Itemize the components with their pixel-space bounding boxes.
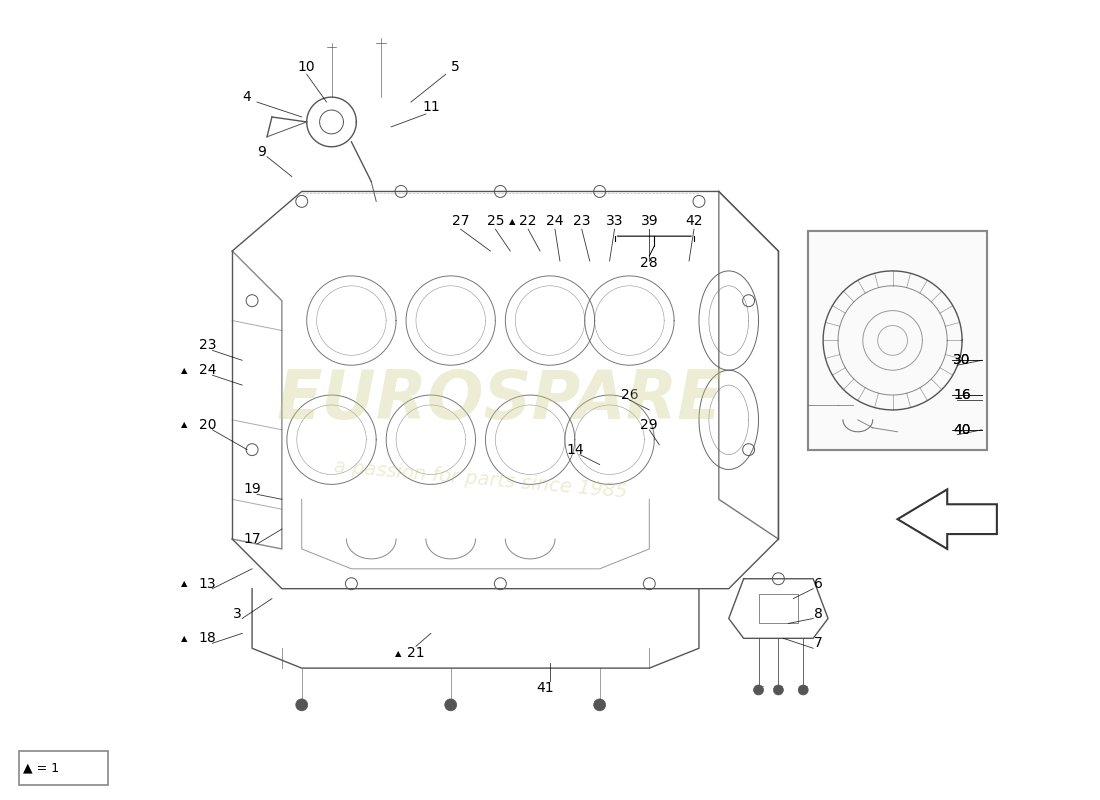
Text: ▲: ▲ xyxy=(508,217,515,226)
Text: 26: 26 xyxy=(620,388,638,402)
Circle shape xyxy=(444,699,456,711)
Text: 30: 30 xyxy=(954,354,971,367)
Polygon shape xyxy=(898,490,997,549)
Text: 24: 24 xyxy=(547,214,563,228)
Circle shape xyxy=(773,685,783,695)
Text: 29: 29 xyxy=(640,418,658,432)
Text: ▲: ▲ xyxy=(182,420,187,430)
Text: ▲: ▲ xyxy=(395,649,402,658)
Text: 10: 10 xyxy=(298,60,316,74)
Text: 17: 17 xyxy=(243,532,261,546)
Text: a passion for parts since 1985: a passion for parts since 1985 xyxy=(333,457,628,502)
Circle shape xyxy=(594,699,606,711)
Text: 11: 11 xyxy=(422,100,440,114)
Text: 24: 24 xyxy=(199,363,216,378)
Bar xyxy=(808,231,987,450)
Text: 6: 6 xyxy=(814,577,823,590)
Bar xyxy=(808,231,987,450)
Text: 30: 30 xyxy=(954,354,971,367)
Text: 42: 42 xyxy=(685,214,703,228)
Text: 5: 5 xyxy=(451,60,460,74)
Text: 22: 22 xyxy=(519,214,537,228)
Text: 18: 18 xyxy=(198,631,217,646)
Text: 13: 13 xyxy=(199,577,217,590)
Text: 3: 3 xyxy=(233,606,242,621)
Text: 4: 4 xyxy=(243,90,252,104)
Text: 21: 21 xyxy=(407,646,425,660)
Text: 28: 28 xyxy=(640,256,658,270)
Text: 20: 20 xyxy=(199,418,216,432)
Text: 23: 23 xyxy=(199,338,216,352)
Text: 7: 7 xyxy=(814,636,823,650)
Text: 16: 16 xyxy=(954,388,971,402)
Text: ▲ = 1: ▲ = 1 xyxy=(23,762,59,774)
Bar xyxy=(808,231,987,450)
Text: ▲: ▲ xyxy=(182,579,187,588)
Circle shape xyxy=(296,699,308,711)
Text: ▲: ▲ xyxy=(182,634,187,643)
Text: 8: 8 xyxy=(814,606,823,621)
Text: ▲: ▲ xyxy=(182,366,187,374)
Text: 39: 39 xyxy=(640,214,658,228)
Text: 25: 25 xyxy=(486,214,504,228)
Text: EUROSPARE: EUROSPARE xyxy=(277,367,724,433)
Bar xyxy=(19,750,108,786)
Text: 9: 9 xyxy=(257,145,266,158)
Text: 33: 33 xyxy=(606,214,624,228)
Text: 27: 27 xyxy=(452,214,470,228)
Text: 19: 19 xyxy=(243,482,261,496)
Text: 16: 16 xyxy=(954,388,971,402)
Text: 40: 40 xyxy=(954,422,971,437)
Circle shape xyxy=(754,685,763,695)
Text: 41: 41 xyxy=(536,681,553,695)
Text: 23: 23 xyxy=(573,214,591,228)
Text: 14: 14 xyxy=(566,442,584,457)
Circle shape xyxy=(799,685,808,695)
Text: 40: 40 xyxy=(954,422,971,437)
